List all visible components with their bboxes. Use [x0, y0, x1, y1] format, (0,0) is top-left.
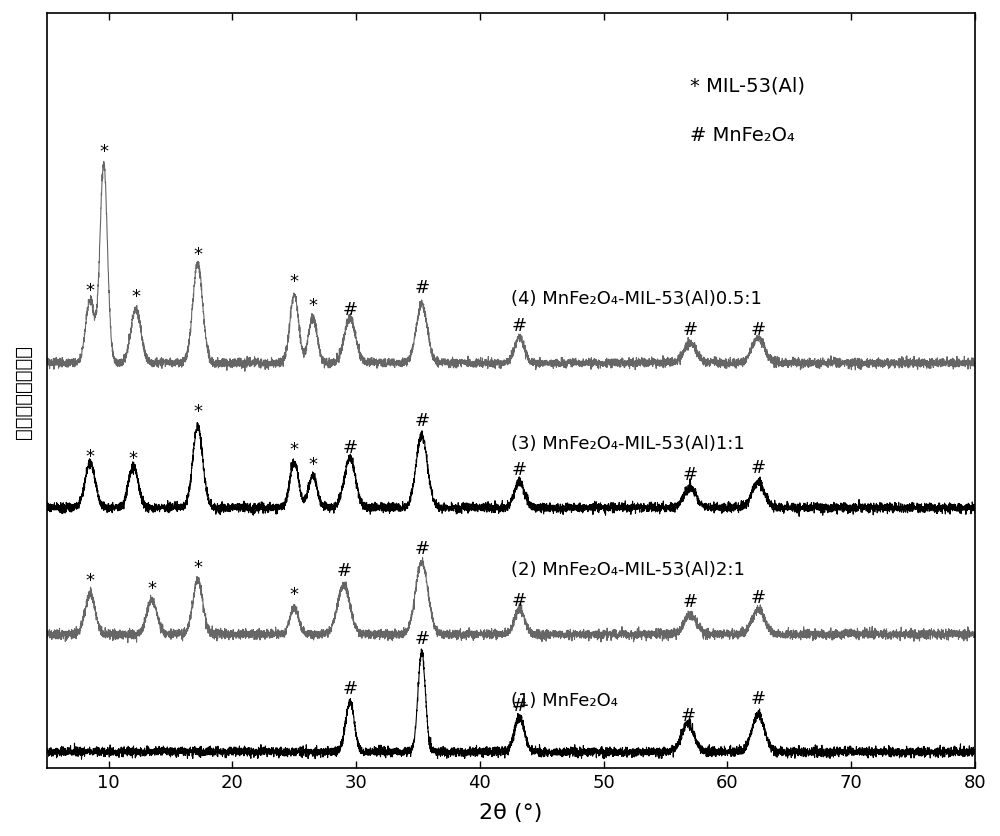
Text: *: * [308, 456, 317, 474]
Text: #: # [414, 539, 429, 558]
Text: *: * [290, 585, 299, 603]
Text: *: * [86, 571, 95, 589]
Text: #: # [342, 438, 357, 456]
Text: (2) MnFe₂O₄-MIL-53(Al)2:1: (2) MnFe₂O₄-MIL-53(Al)2:1 [511, 560, 745, 579]
Text: #: # [683, 466, 698, 483]
Text: #: # [414, 279, 429, 297]
Text: *: * [290, 273, 299, 290]
Text: *: * [290, 441, 299, 459]
Text: *: * [131, 288, 140, 306]
Text: #: # [680, 706, 695, 724]
Text: *: * [129, 449, 138, 467]
Text: *: * [193, 245, 202, 263]
Text: #: # [512, 591, 527, 609]
Text: #: # [751, 589, 766, 606]
Text: *: * [99, 143, 108, 161]
Text: #: # [336, 562, 351, 579]
Text: #: # [512, 317, 527, 335]
Text: # MnFe₂O₄: # MnFe₂O₄ [690, 126, 795, 145]
Text: #: # [342, 301, 357, 319]
Text: *: * [147, 579, 156, 598]
Text: #: # [683, 592, 698, 610]
Text: #: # [342, 679, 357, 697]
Text: #: # [414, 629, 429, 647]
Text: *: * [193, 402, 202, 421]
Text: (3) MnFe₂O₄-MIL-53(Al)1:1: (3) MnFe₂O₄-MIL-53(Al)1:1 [511, 434, 745, 452]
Text: #: # [414, 411, 429, 430]
Text: * MIL-53(Al): * MIL-53(Al) [690, 77, 805, 95]
Text: #: # [512, 461, 527, 478]
Text: *: * [86, 281, 95, 299]
Text: (4) MnFe₂O₄-MIL-53(Al)0.5:1: (4) MnFe₂O₄-MIL-53(Al)0.5:1 [511, 289, 762, 308]
Text: *: * [86, 447, 95, 465]
Text: #: # [683, 320, 698, 339]
Text: #: # [512, 696, 527, 714]
Text: (1) MnFe₂O₄: (1) MnFe₂O₄ [511, 691, 618, 710]
Text: #: # [751, 320, 766, 338]
Y-axis label: 强度（任意单位）: 强度（任意单位） [14, 344, 33, 438]
X-axis label: 2θ (°): 2θ (°) [479, 803, 542, 822]
Text: *: * [308, 297, 317, 314]
Text: #: # [751, 690, 766, 707]
Text: *: * [193, 558, 202, 576]
Text: #: # [751, 458, 766, 477]
